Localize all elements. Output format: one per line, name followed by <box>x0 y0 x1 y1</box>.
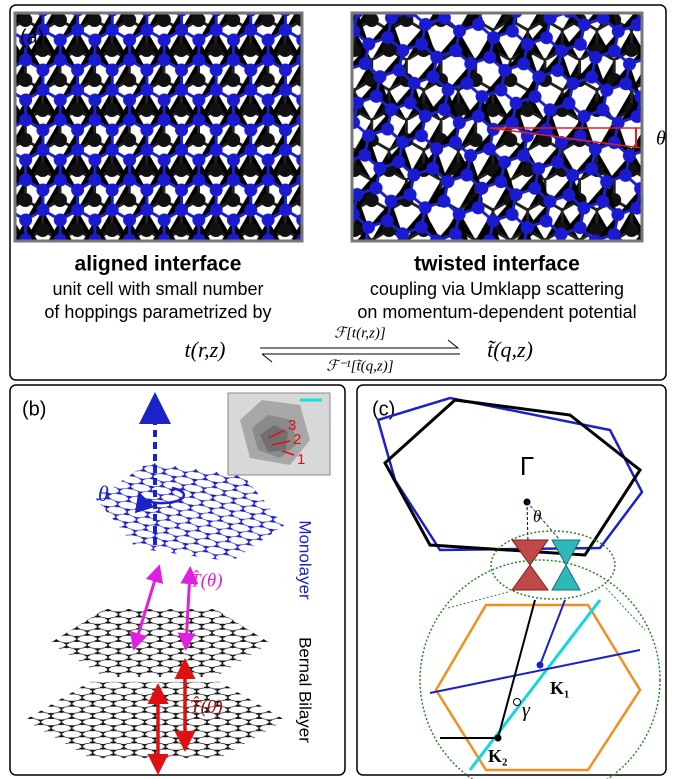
brillouin-zone-bilayer <box>385 400 640 555</box>
monolayer-label: Monolayer <box>296 520 315 600</box>
twisted-text: coupling via Umklapp scattering <box>370 279 624 299</box>
rotation-angle: θ <box>98 481 109 506</box>
aligned-text: of hoppings parametrized by <box>44 302 271 322</box>
interlayer-label: T̂(0) <box>190 696 223 717</box>
twisted-text: on momentum-dependent potential <box>357 302 636 322</box>
k1-label: K₁ <box>550 678 569 698</box>
twisted-lattice <box>352 13 642 241</box>
bilayer-top <box>50 609 270 677</box>
panel-label: (b) <box>22 398 46 420</box>
equation-right: t̃(q,z) <box>487 337 533 362</box>
bilayer-label: Bernal Bilayer <box>296 637 315 743</box>
aligned-text: unit cell with small number <box>52 279 263 299</box>
twist-angle: θ <box>533 507 541 526</box>
twist-angle: θ <box>656 128 666 150</box>
equation-forward: ℱ[t(r,z)] <box>334 325 386 341</box>
equation-inverse: ℱ⁻¹[t̃(q,z)] <box>326 358 393 374</box>
gamma-point: Γ <box>520 451 534 481</box>
equation-left: t(r,z) <box>185 337 226 362</box>
aligned-title: aligned interface <box>75 253 242 276</box>
coupling-label: T̂(θ) <box>190 570 223 591</box>
inset-label: 1 <box>297 451 305 468</box>
sample-image <box>228 393 330 475</box>
k2-label: K₂ <box>488 746 507 766</box>
panel-label: (a) <box>20 26 44 48</box>
figure: (a) θ aligned interface unit cell with s… <box>0 0 676 779</box>
inset-label: 2 <box>293 431 301 448</box>
twisted-title: twisted interface <box>414 253 580 276</box>
aligned-lattice <box>15 13 302 241</box>
gamma-label: γ <box>522 700 531 722</box>
